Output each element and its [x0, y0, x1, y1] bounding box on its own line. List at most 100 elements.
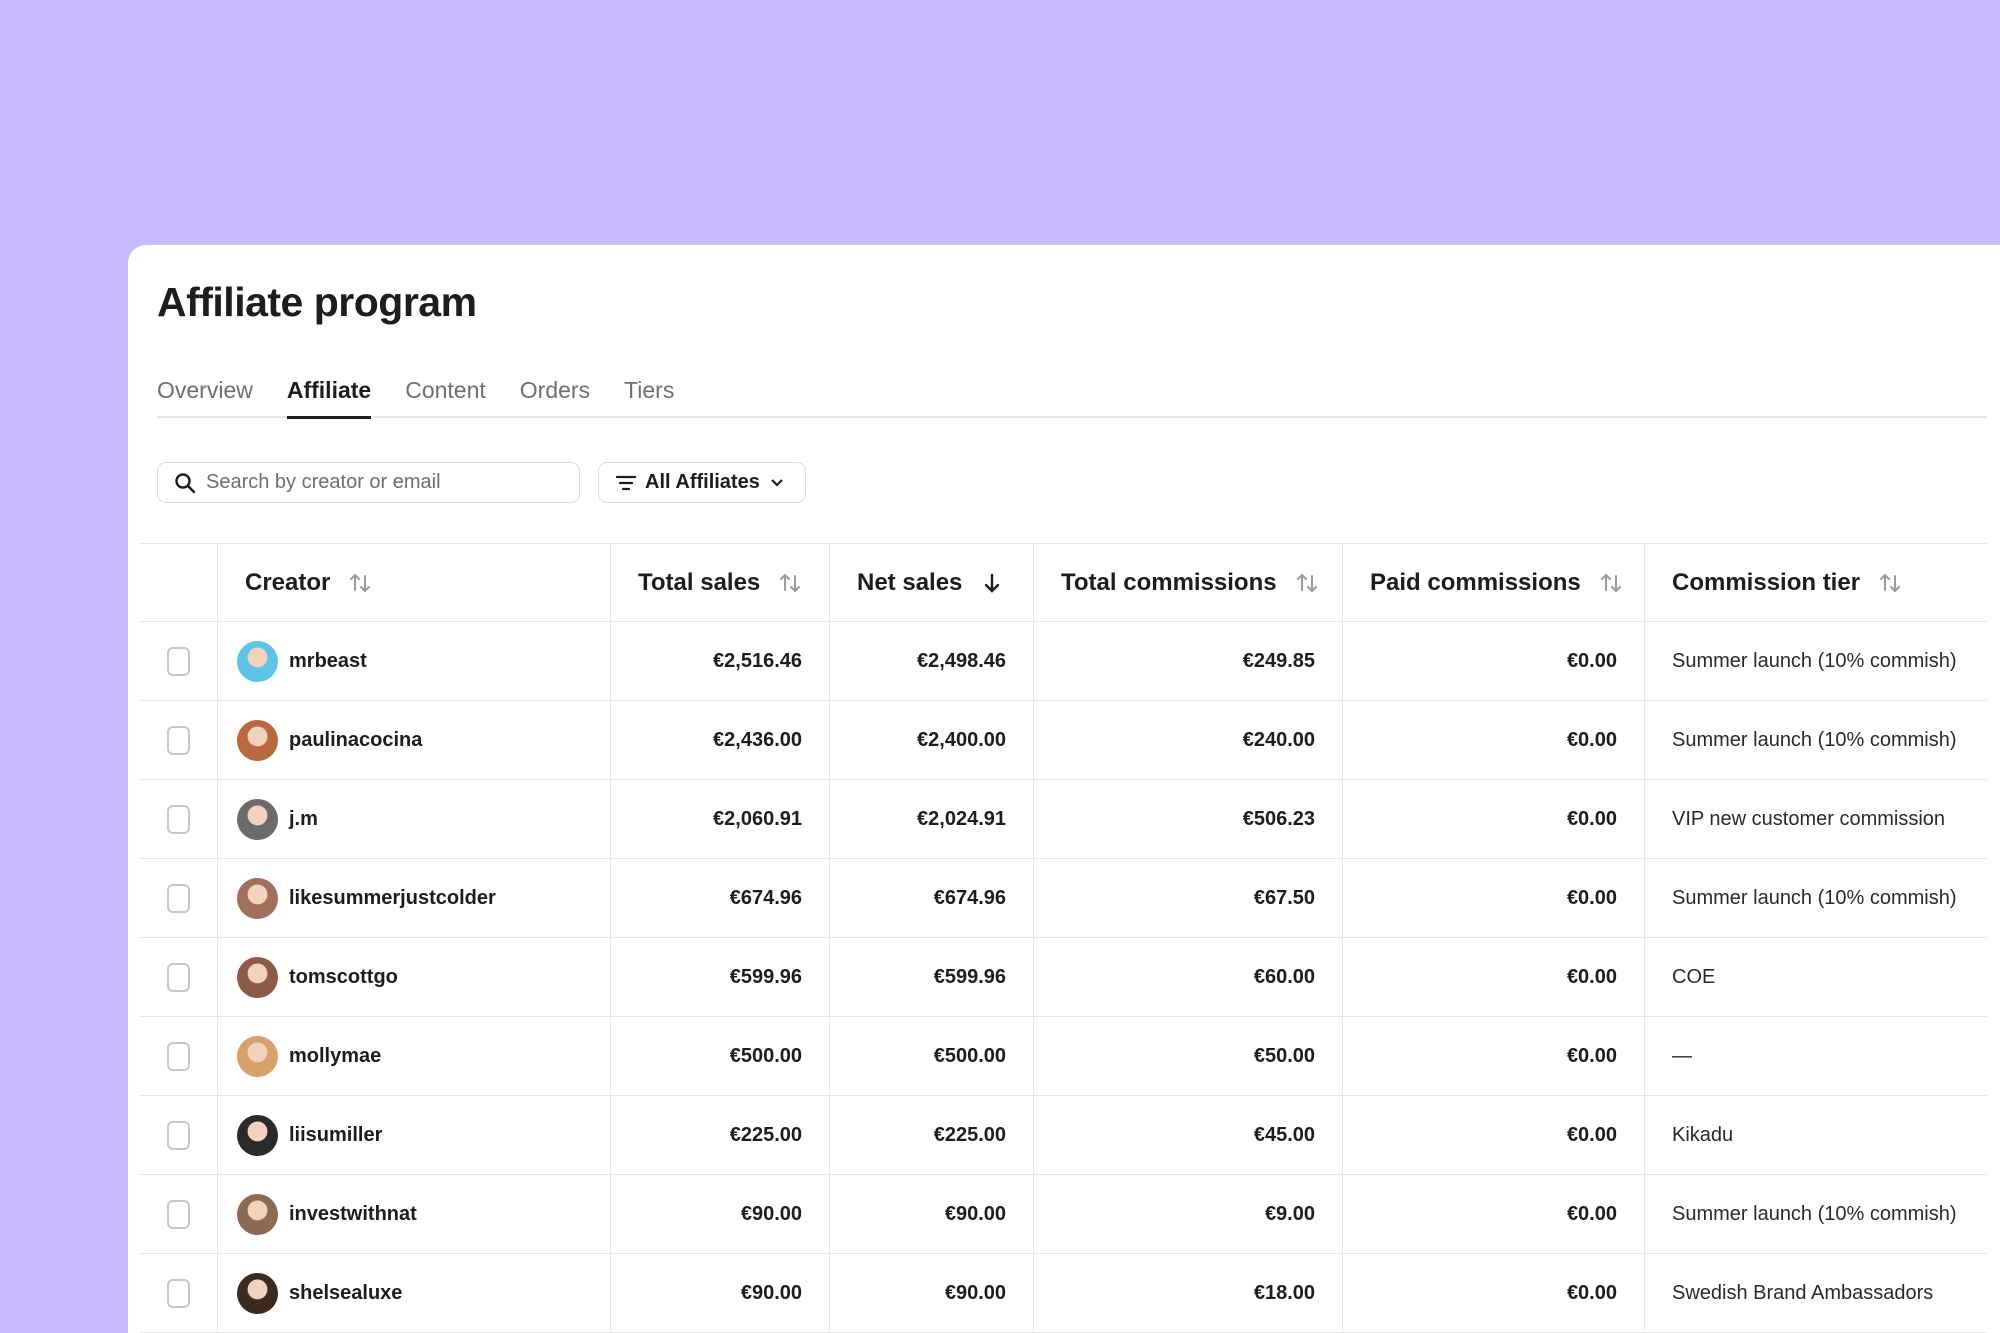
column-label: Total sales — [638, 568, 761, 596]
amount-cell: €45.00 — [1034, 1096, 1343, 1174]
amount-cell: €0.00 — [1343, 1175, 1645, 1253]
tab[interactable]: Overview — [157, 377, 253, 403]
filter-icon — [615, 475, 637, 490]
select-cell — [140, 1254, 218, 1332]
avatar — [237, 1035, 278, 1077]
card: Affiliate program Overview Affiliate Conte… — [128, 245, 2000, 1333]
amount-cell: €506.23 — [1034, 780, 1343, 858]
creator-name[interactable]: paulinacocina — [289, 728, 423, 751]
column-header[interactable]: Commission tier — [1645, 544, 1987, 621]
avatar — [237, 719, 278, 761]
filter-button[interactable]: All Affiliates — [598, 462, 806, 503]
amount-cell: €0.00 — [1343, 938, 1645, 1016]
amount-cell: €2,516.46 — [611, 622, 830, 700]
column-header[interactable]: Net sales — [830, 544, 1034, 621]
tier-cell: Summer launch (10% commish) — [1672, 1202, 1957, 1225]
amount-cell: €60.00 — [1034, 938, 1343, 1016]
tab[interactable]: Orders — [519, 377, 591, 403]
amount-cell: €249.85 — [1034, 622, 1343, 700]
creator-name[interactable]: shelsealuxe — [289, 1281, 403, 1304]
tier-cell: Summer launch (10% commish) — [1672, 649, 1957, 672]
tier-cell: — — [1672, 1044, 1692, 1067]
column-label: Commission tier — [1672, 568, 1861, 596]
search-icon — [175, 472, 196, 493]
search-placeholder: Search by creator or email — [206, 471, 441, 493]
row-checkbox[interactable] — [167, 883, 190, 913]
creator-name[interactable]: j.m — [289, 807, 318, 830]
row-checkbox[interactable] — [167, 725, 190, 755]
amount-cell: €2,436.00 — [611, 701, 830, 779]
row-checkbox[interactable] — [167, 1120, 190, 1150]
sort-icon — [780, 573, 801, 592]
tab[interactable]: Affiliate — [286, 373, 372, 419]
avatar — [237, 877, 278, 919]
creator-cell: likesummerjustcolder — [218, 859, 611, 937]
tier-cell: COE — [1672, 965, 1716, 988]
search-box[interactable]: Search by creator or email — [157, 462, 580, 503]
amount-cell: €0.00 — [1343, 859, 1645, 937]
amount-cell: €18.00 — [1034, 1254, 1343, 1332]
header-row: Creator Total sales Net sales Total commiss… — [140, 544, 1987, 622]
creator-name[interactable]: mrbeast — [289, 649, 367, 672]
select-cell — [140, 1017, 218, 1095]
select-cell — [140, 701, 218, 779]
column-header[interactable]: Total commissions — [1034, 544, 1343, 621]
column-label: Creator — [245, 568, 331, 596]
amount-cell: €0.00 — [1343, 622, 1645, 700]
column-header[interactable]: Creator — [218, 544, 611, 621]
select-cell — [140, 780, 218, 858]
select-cell — [140, 859, 218, 937]
row-checkbox[interactable] — [167, 1278, 190, 1308]
row-checkbox[interactable] — [167, 1199, 190, 1229]
amount-cell: €90.00 — [830, 1175, 1034, 1253]
column-header[interactable]: Paid commissions — [1343, 544, 1645, 621]
table-row: mrbeast €2,516.46 €2,498.46 €249.85 €0.00 Sum… — [140, 622, 1987, 701]
amount-cell: €599.96 — [830, 938, 1034, 1016]
amount-cell: €90.00 — [611, 1175, 830, 1253]
filter-label: All Affiliates — [645, 471, 760, 493]
creator-name[interactable]: likesummerjustcolder — [289, 886, 496, 909]
row-checkbox[interactable] — [167, 646, 190, 676]
select-cell — [140, 938, 218, 1016]
creator-cell: tomscottgo — [218, 938, 611, 1016]
sort-icon — [1296, 573, 1317, 592]
sort-icon — [350, 573, 371, 592]
amount-cell: €2,060.91 — [611, 780, 830, 858]
tier-cell: Summer launch (10% commish) — [1672, 886, 1957, 909]
amount-cell: €9.00 — [1034, 1175, 1343, 1253]
creator-cell: j.m — [218, 780, 611, 858]
amount-cell: €90.00 — [830, 1254, 1034, 1332]
amount-cell: €674.96 — [830, 859, 1034, 937]
table-row: liisumiller €225.00 €225.00 €45.00 €0.00 Kika… — [140, 1096, 1987, 1175]
amount-cell: €225.00 — [830, 1096, 1034, 1174]
table-row: paulinacocina €2,436.00 €2,400.00 €240.00 €0… — [140, 701, 1987, 780]
select-header — [140, 544, 218, 621]
amount-cell: €67.50 — [1034, 859, 1343, 937]
amount-cell: €500.00 — [830, 1017, 1034, 1095]
creator-name[interactable]: tomscottgo — [289, 965, 398, 988]
column-header[interactable]: Total sales — [611, 544, 830, 621]
amount-cell: €674.96 — [611, 859, 830, 937]
avatar — [237, 1272, 278, 1314]
creator-cell: investwithnat — [218, 1175, 611, 1253]
tier-cell: VIP new customer commission — [1672, 807, 1946, 830]
amount-cell: €0.00 — [1343, 1096, 1645, 1174]
amount-cell: €0.00 — [1343, 1017, 1645, 1095]
tier-cell: Summer launch (10% commish) — [1672, 728, 1957, 751]
creator-name[interactable]: investwithnat — [289, 1202, 417, 1225]
avatar — [237, 1114, 278, 1156]
table-row: investwithnat €90.00 €90.00 €9.00 €0.00 Summe… — [140, 1175, 1987, 1254]
row-checkbox[interactable] — [167, 962, 190, 992]
row-checkbox[interactable] — [167, 804, 190, 834]
creator-name[interactable]: mollymae — [289, 1044, 382, 1067]
avatar — [237, 640, 278, 682]
amount-cell: €500.00 — [611, 1017, 830, 1095]
tab[interactable]: Tiers — [624, 377, 675, 403]
tab[interactable]: Content — [405, 377, 486, 403]
creator-cell: shelsealuxe — [218, 1254, 611, 1332]
row-checkbox[interactable] — [167, 1041, 190, 1071]
sort-desc-icon — [985, 573, 1000, 593]
creator-name[interactable]: liisumiller — [289, 1123, 383, 1146]
amount-cell: €0.00 — [1343, 1254, 1645, 1332]
